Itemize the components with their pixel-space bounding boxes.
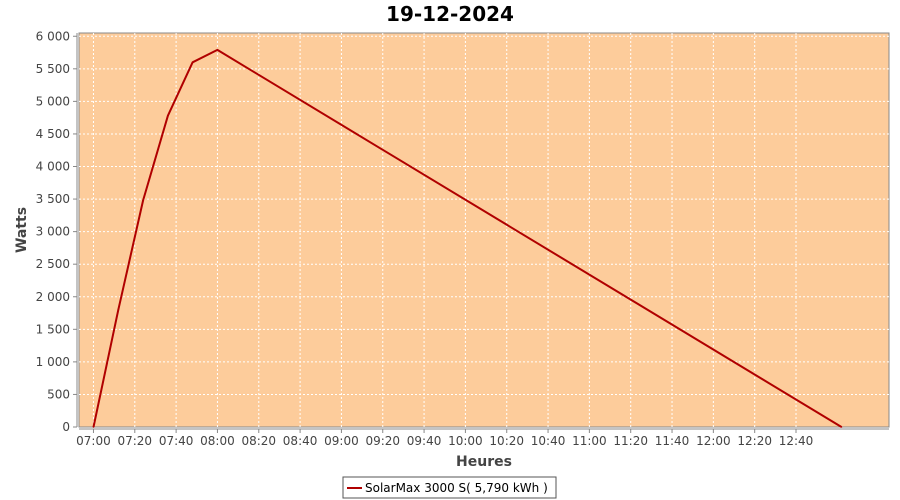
data-point — [191, 61, 194, 64]
y-tick-label: 3 000 — [36, 225, 70, 239]
x-tick-label: 12:40 — [779, 434, 814, 448]
legend-label: SolarMax 3000 S( 5,790 kWh ) — [365, 481, 548, 495]
y-tick-label: 500 — [47, 387, 70, 401]
grid-lines — [79, 33, 889, 427]
y-tick-label: 1 500 — [36, 322, 70, 336]
x-tick-label: 10:20 — [489, 434, 524, 448]
x-tick-label: 07:00 — [76, 434, 111, 448]
series-layer — [92, 48, 843, 428]
x-tick-label: 07:40 — [159, 434, 194, 448]
y-tick-label: 6 000 — [36, 29, 70, 43]
data-point — [216, 49, 219, 51]
y-tick-label: 5 500 — [36, 62, 70, 76]
data-point — [167, 114, 169, 117]
x-tick-label: 12:20 — [737, 434, 772, 448]
x-tick-label: 11:40 — [655, 434, 690, 448]
y-tick-label: 5 000 — [36, 94, 70, 108]
x-axis: 07:00 07:20 07:40 08:00 08:20 08:40 09:00 09:20… — [76, 428, 889, 448]
x-tick-label: 11:00 — [572, 434, 607, 448]
legend: SolarMax 3000 S( 5,790 kWh ) — [342, 476, 557, 499]
x-axis-label: Heures — [456, 454, 512, 470]
x-tick-label: 09:20 — [365, 434, 400, 448]
x-tick-label: 08:40 — [283, 434, 318, 448]
y-axis-label: Watts — [14, 207, 30, 253]
x-tick-label: 07:20 — [117, 434, 152, 448]
data-point — [840, 426, 843, 428]
y-tick-label: 2 500 — [36, 257, 70, 271]
y-tick-label: 0 — [62, 420, 70, 434]
x-tick-label: 08:00 — [200, 434, 235, 448]
y-axis: 0 500 1 000 1 500 2 000 2 500 3 000 3 500 4 000 4… — [36, 29, 78, 434]
y-tick-label: 4 000 — [36, 160, 70, 174]
y-tick-label: 3 500 — [36, 192, 70, 206]
plot-area — [78, 32, 890, 428]
x-tick-label: 09:00 — [324, 434, 359, 448]
data-point — [142, 199, 144, 202]
data-point — [117, 308, 120, 311]
chart-title: 19-12-2024 — [386, 2, 514, 26]
x-tick-label: 08:20 — [241, 434, 276, 448]
x-tick-label: 09:40 — [407, 434, 442, 448]
x-tick-label: 12:00 — [696, 434, 731, 448]
x-tick-label: 10:00 — [448, 434, 483, 448]
x-tick-label: 10:40 — [531, 434, 566, 448]
y-tick-label: 1 000 — [36, 355, 70, 369]
x-tick-label: 11:20 — [613, 434, 648, 448]
data-point — [92, 426, 95, 428]
y-tick-label: 4 500 — [36, 127, 70, 141]
y-tick-label: 2 000 — [36, 290, 70, 304]
legend-box — [342, 476, 557, 499]
